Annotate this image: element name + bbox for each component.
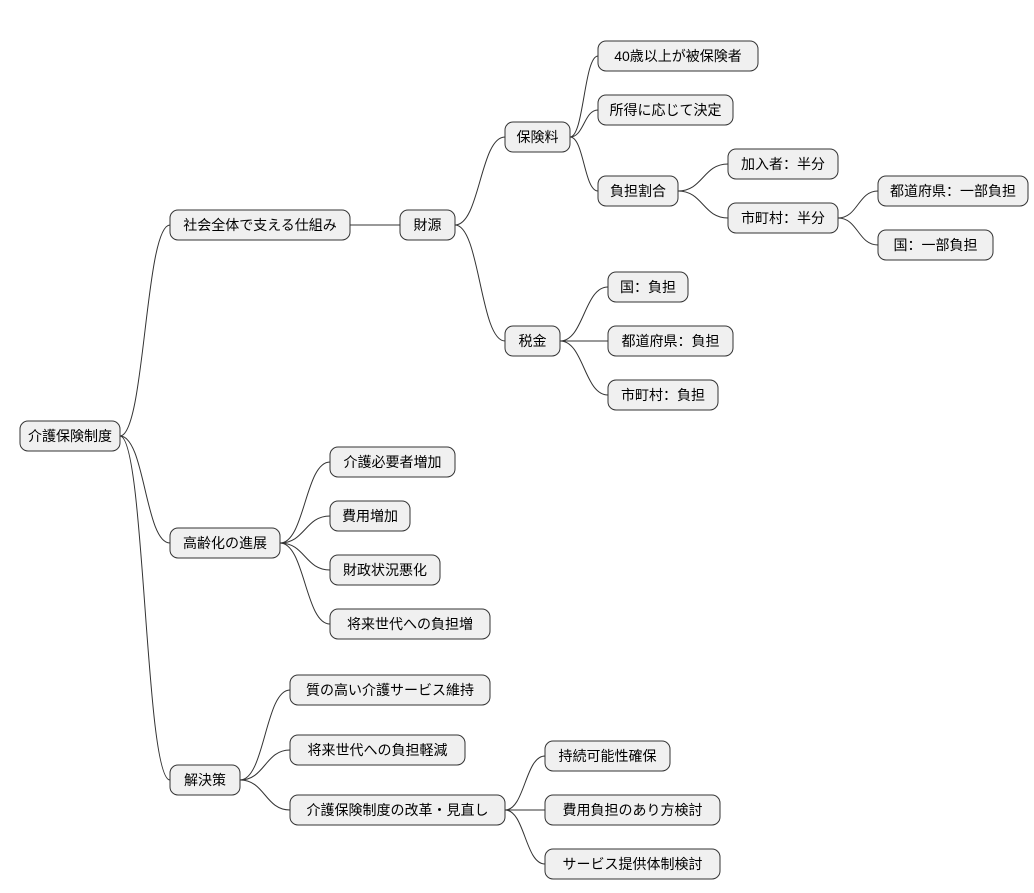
edge xyxy=(570,56,598,137)
edge xyxy=(280,543,330,624)
node-j3: 介護保険制度の改革・見直し xyxy=(290,795,505,825)
node-label: 40歳以上が被保険者 xyxy=(614,48,742,64)
node-label: 保険料 xyxy=(517,129,559,145)
node-label: 費用増加 xyxy=(342,508,398,524)
nodes-layer: 介護保険制度 社会全体で支える仕組み高齢化の進展解決策 財源 保険料税金 40歳以上が被… xyxy=(20,41,1028,879)
edge xyxy=(678,164,728,191)
edge xyxy=(240,780,290,810)
edge xyxy=(455,225,505,341)
node-c1: 財源 xyxy=(400,210,455,240)
edge xyxy=(240,750,290,780)
node-b3: 解決策 xyxy=(170,765,240,795)
node-label: 持続可能性確保 xyxy=(559,748,657,764)
node-label: 将来世代への負担軽減 xyxy=(308,742,448,758)
edge xyxy=(240,690,290,780)
node-label: 費用負担のあり方検討 xyxy=(563,802,703,818)
node-label: 加入者：半分 xyxy=(741,156,825,172)
node-label: 国：負担 xyxy=(620,279,676,295)
edge xyxy=(560,287,608,341)
edge xyxy=(560,341,608,395)
node-label: 介護必要者増加 xyxy=(344,454,442,470)
node-e1: 40歳以上が被保険者 xyxy=(598,41,758,71)
node-label: 将来世代への負担増 xyxy=(347,616,473,632)
node-f1: 加入者：半分 xyxy=(728,149,838,179)
edge xyxy=(120,225,170,436)
edge xyxy=(838,218,878,245)
node-e3: 負担割合 xyxy=(598,176,678,206)
node-label: 税金 xyxy=(519,333,547,349)
node-i3: 財政状況悪化 xyxy=(330,555,440,585)
node-g2: 国：一部負担 xyxy=(878,230,993,260)
node-k1: 持続可能性確保 xyxy=(545,741,670,771)
node-i4: 将来世代への負担増 xyxy=(330,609,490,639)
edge xyxy=(505,810,545,864)
edge xyxy=(120,436,170,543)
edge xyxy=(505,756,545,810)
edge xyxy=(570,110,598,137)
node-d1: 保険料 xyxy=(505,122,570,152)
node-label: 国：一部負担 xyxy=(894,237,978,253)
node-d2: 税金 xyxy=(505,326,560,356)
node-h3: 市町村：負担 xyxy=(608,380,718,410)
node-label: 高齢化の進展 xyxy=(183,535,267,551)
node-g1: 都道府県：一部負担 xyxy=(878,176,1028,206)
node-label: 市町村：半分 xyxy=(741,210,825,226)
node-i1: 介護必要者増加 xyxy=(330,447,455,477)
mindmap-canvas: 介護保険制度 社会全体で支える仕組み高齢化の進展解決策 財源 保険料税金 40歳以上が被… xyxy=(0,0,1034,893)
node-b1: 社会全体で支える仕組み xyxy=(170,210,350,240)
node-root: 介護保険制度 xyxy=(20,421,120,451)
node-label: 所得に応じて決定 xyxy=(610,102,722,118)
node-j1: 質の高い介護サービス維持 xyxy=(290,675,490,705)
node-k2: 費用負担のあり方検討 xyxy=(545,795,720,825)
node-i2: 費用増加 xyxy=(330,501,410,531)
node-label: 財政状況悪化 xyxy=(343,562,427,578)
node-label: 社会全体で支える仕組み xyxy=(183,217,337,233)
node-label: 介護保険制度 xyxy=(28,428,112,444)
node-label: 解決策 xyxy=(184,772,226,788)
node-h2: 都道府県：負担 xyxy=(608,326,733,356)
node-j2: 将来世代への負担軽減 xyxy=(290,735,465,765)
node-label: 都道府県：一部負担 xyxy=(890,183,1016,199)
node-label: 都道府県：負担 xyxy=(622,333,720,349)
node-b2: 高齢化の進展 xyxy=(170,528,280,558)
node-label: 介護保険制度の改革・見直し xyxy=(307,802,489,818)
node-label: 負担割合 xyxy=(610,183,666,199)
node-label: 質の高い介護サービス維持 xyxy=(306,682,474,698)
edge xyxy=(280,543,330,570)
node-k3: サービス提供体制検討 xyxy=(545,849,720,879)
edge xyxy=(570,137,598,191)
edge xyxy=(280,516,330,543)
node-e2: 所得に応じて決定 xyxy=(598,95,733,125)
edge xyxy=(455,137,505,225)
edge xyxy=(280,462,330,543)
node-label: サービス提供体制検討 xyxy=(563,856,703,872)
node-h1: 国：負担 xyxy=(608,272,688,302)
edge xyxy=(838,191,878,218)
node-f2: 市町村：半分 xyxy=(728,203,838,233)
node-label: 市町村：負担 xyxy=(621,387,705,403)
edge xyxy=(678,191,728,218)
node-label: 財源 xyxy=(414,217,442,233)
